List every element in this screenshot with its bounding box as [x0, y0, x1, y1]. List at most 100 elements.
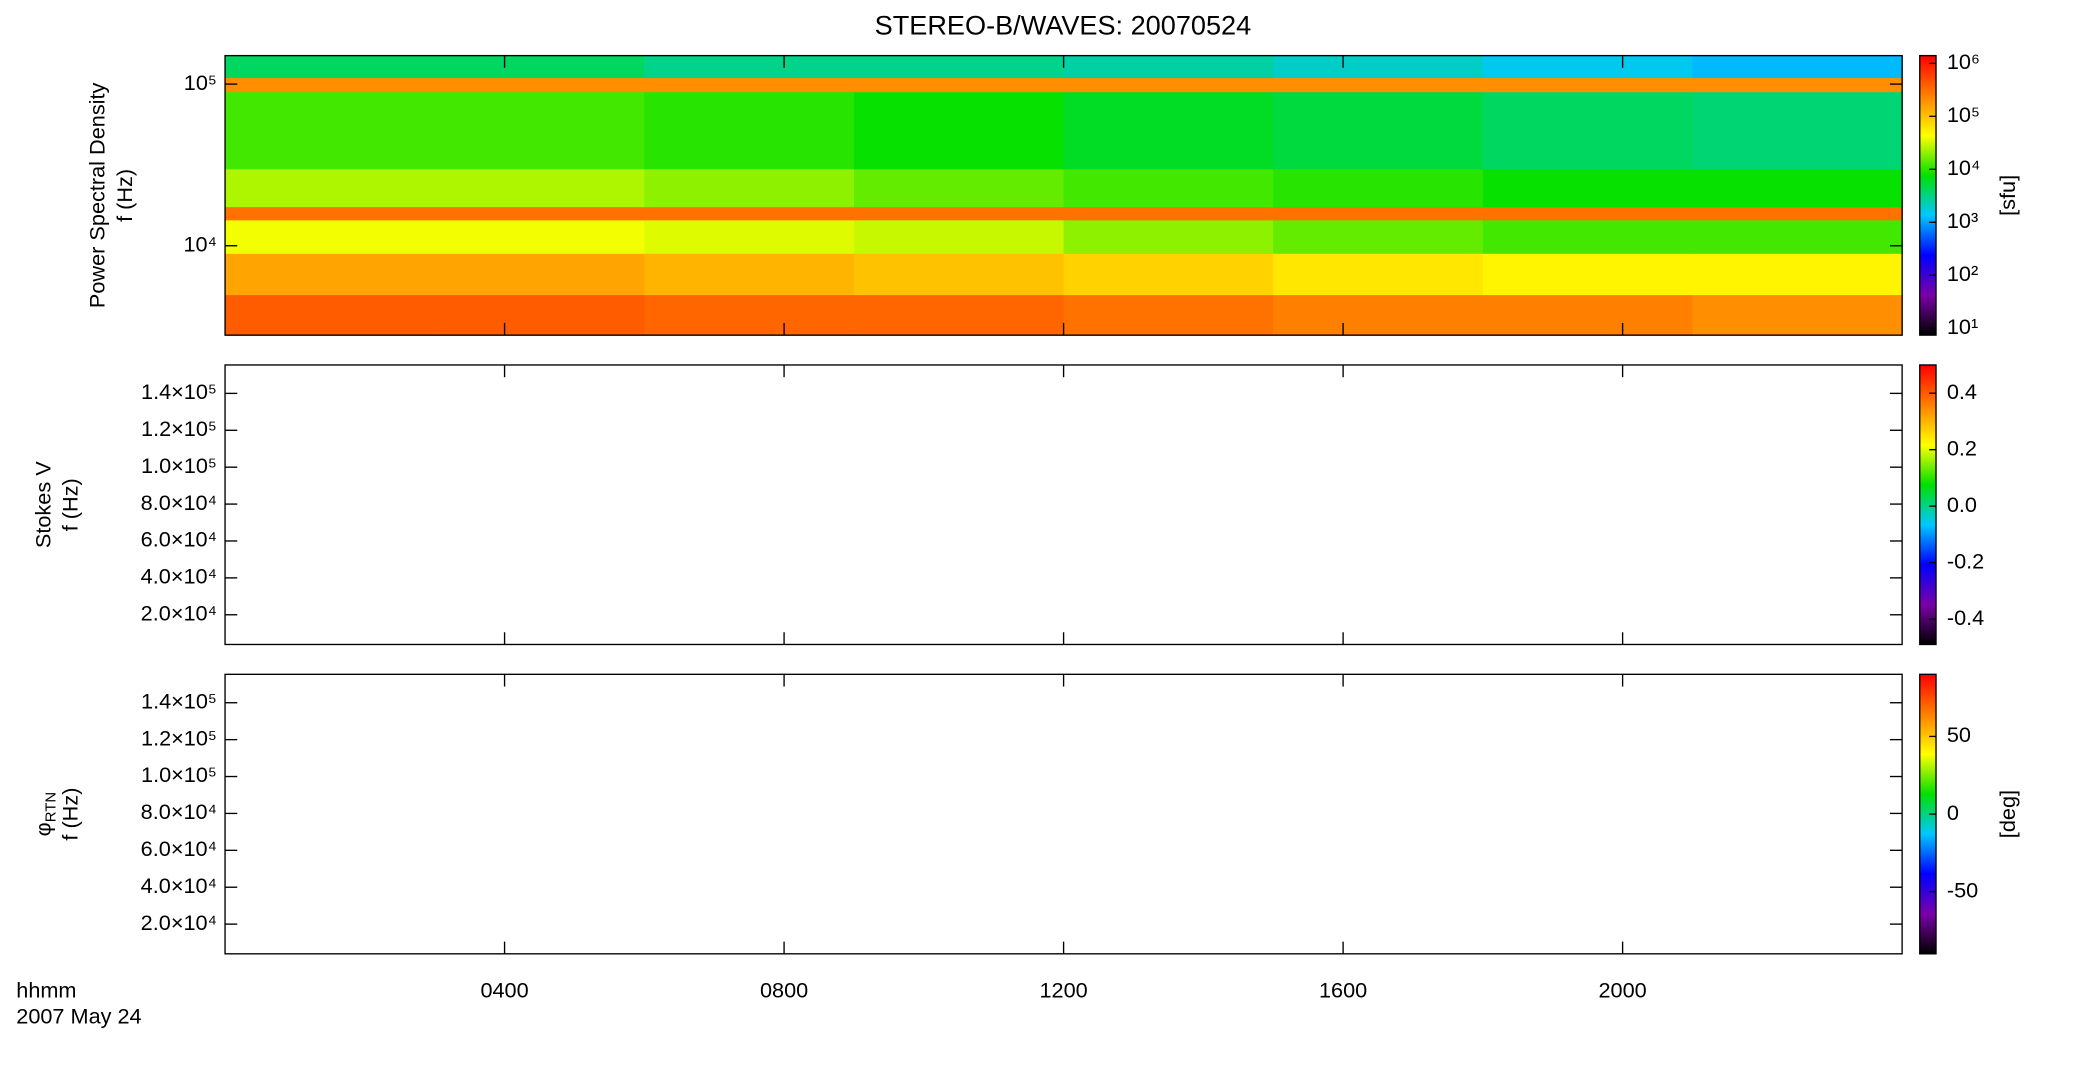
y-tick-label: 1.2×10⁵ [141, 416, 217, 441]
heatmap-cell [1692, 219, 1903, 254]
heatmap-cell [1273, 91, 1484, 170]
heatmap-cell [1692, 253, 1903, 296]
plot-frame [224, 673, 1903, 955]
heatmap-cell [853, 219, 1065, 254]
colorbar-tick-label: 10⁵ [1947, 102, 1980, 127]
heatmap-cell [853, 55, 1065, 79]
heatmap-cell [434, 168, 646, 208]
heatmap-cell [1482, 77, 1694, 93]
y-tick-label: 10⁴ [183, 231, 216, 256]
colorbar-tick-label: 10³ [1947, 208, 1978, 233]
heatmap-cell [1482, 294, 1694, 336]
colorbar-label: [deg] [1995, 790, 2020, 838]
heatmap-cell [644, 253, 855, 296]
heatmap-cell [434, 253, 646, 296]
heatmap-cell [1273, 219, 1484, 254]
y-tick-label: 6.0×10⁴ [141, 836, 217, 861]
heatmap-cell [225, 168, 436, 208]
heatmap-cell [434, 294, 646, 336]
x-tick-label: 0400 [480, 978, 528, 1003]
heatmap-cell [853, 168, 1065, 208]
y-tick-label: 10⁵ [184, 70, 217, 95]
colorbar-tick-label: 10⁴ [1947, 155, 1980, 180]
heatmap-cell [644, 91, 855, 170]
x-tick-label: 2000 [1598, 978, 1646, 1003]
x-tick-label: 0800 [760, 978, 808, 1003]
x-tick-label: 1200 [1039, 978, 1087, 1003]
colorbar-tick-label: 10² [1947, 261, 1978, 286]
y-tick-label: 6.0×10⁴ [141, 527, 217, 552]
heatmap-cell [225, 253, 436, 296]
heatmap-cell [1063, 91, 1274, 170]
heatmap-cell [225, 91, 436, 170]
y-axis-label: Power Spectral Density [85, 82, 110, 308]
colorbar-tick-label: -50 [1947, 877, 1978, 902]
colorbar-tick-label: 10⁶ [1947, 49, 1980, 74]
heatmap-cell [434, 77, 646, 93]
heatmap-cell [1692, 294, 1903, 336]
y-tick-label: 2.0×10⁴ [141, 600, 217, 625]
heatmap-cell [1063, 219, 1274, 254]
colorbar-tick-label: 0.0 [1947, 492, 1977, 517]
colorbar-label: [sfu] [1995, 175, 2020, 216]
y-axis-label: f (Hz) [58, 788, 83, 841]
y-axis-label: Stokes V [30, 461, 55, 548]
heatmap-cell [225, 294, 436, 336]
heatmap-cell [853, 77, 1065, 93]
heatmap-cell [853, 206, 1065, 221]
heatmap-cell [1692, 168, 1903, 208]
y-tick-label: 4.0×10⁴ [141, 564, 217, 589]
heatmap-cell [1273, 55, 1484, 79]
y-tick-label: 1.2×10⁵ [141, 725, 217, 750]
heatmap-cell [1273, 294, 1484, 336]
heatmap-cell [1063, 77, 1274, 93]
heatmap-cell [434, 91, 646, 170]
heatmap-cell [225, 219, 436, 254]
colorbar-tick-label: 0.4 [1947, 379, 1977, 404]
plot-frame [224, 364, 1903, 646]
colorbar-tick-label: 10¹ [1947, 314, 1978, 339]
y-axis-label-sub: RTN [43, 792, 59, 822]
colorbar-tick-label: 0.2 [1947, 435, 1977, 460]
heatmap-cell [1482, 91, 1694, 170]
heatmap-cell [644, 219, 855, 254]
heatmap-cell [1063, 206, 1274, 221]
heatmap-cell [1692, 55, 1903, 79]
y-tick-label: 1.0×10⁵ [141, 453, 217, 478]
heatmap-cell [1273, 77, 1484, 93]
heatmap-cell [225, 77, 436, 93]
y-tick-label: 1.4×10⁵ [141, 688, 217, 713]
heatmap-cell [434, 55, 646, 79]
heatmap-cell [1063, 168, 1274, 208]
heatmap-cell [1273, 206, 1484, 221]
x-axis-label: hhmm [16, 978, 76, 1003]
heatmap-cell [644, 294, 855, 336]
y-tick-label: 4.0×10⁴ [141, 873, 217, 898]
heatmap-cell [1482, 253, 1694, 296]
heatmap-cell [644, 168, 855, 208]
y-tick-label: 2.0×10⁴ [141, 910, 217, 935]
heatmap-cell [1482, 219, 1694, 254]
y-tick-label: 8.0×10⁴ [141, 799, 217, 824]
heatmap-cell [853, 91, 1065, 170]
colorbar-tick-label: 0 [1947, 800, 1959, 825]
heatmap-cell [1063, 253, 1274, 296]
colorbar-tick-label: -0.2 [1947, 548, 1984, 573]
heatmap-cell [225, 55, 436, 79]
heatmap-cell [1273, 253, 1484, 296]
heatmap-cell [434, 206, 646, 221]
heatmap-cell [853, 253, 1065, 296]
heatmap-cell [1692, 77, 1903, 93]
heatmap-cell [1692, 91, 1903, 170]
y-tick-label: 1.4×10⁵ [141, 379, 217, 404]
x-tick-label: 1600 [1319, 978, 1367, 1003]
colorbar-tick-label: -0.4 [1947, 605, 1984, 630]
y-axis-label: f (Hz) [112, 169, 137, 222]
heatmap-cell [644, 55, 855, 79]
heatmap-cell [644, 206, 855, 221]
y-tick-label: 1.0×10⁵ [141, 762, 217, 787]
date-label: 2007 May 24 [16, 1003, 141, 1028]
colorbar-tick-label: 50 [1947, 722, 1971, 747]
